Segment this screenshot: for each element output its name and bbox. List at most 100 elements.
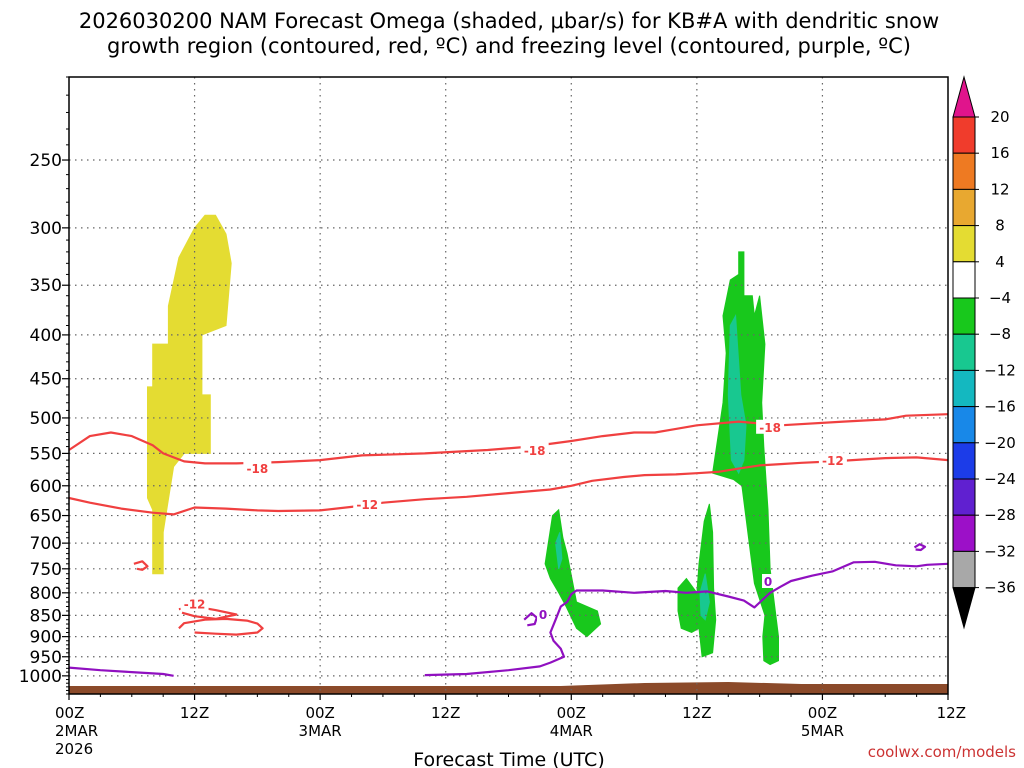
colorbar-bottom-triangle [952, 587, 976, 630]
colorbar-bin-2 [952, 152, 976, 190]
colorbar-bin-8 [952, 369, 976, 408]
y-tick-label-400: 400 [30, 326, 62, 346]
colorbar-label-12: −32 [984, 542, 1016, 560]
y-tick-label-550: 550 [30, 444, 62, 464]
colorbar: 20 16 12 8 4 −4 −8 −12 −16 −20 −24 −28 −32 −36 [952, 75, 1016, 630]
colorbar-label-5: −4 [989, 289, 1011, 307]
contour-label-0: -18 [247, 462, 269, 476]
y-tick-label-750: 750 [30, 560, 62, 580]
y-tick-label-450: 450 [30, 370, 62, 390]
colorbar-label-0: 20 [990, 108, 1009, 126]
colorbar-top-triangle [952, 75, 976, 118]
contour-label-2: -18 [759, 421, 781, 435]
contour-label-6: 0 [764, 575, 772, 589]
colorbar-bin-12 [952, 514, 976, 552]
y-tick-label-300: 300 [30, 219, 62, 239]
terrain-base [69, 686, 948, 694]
colorbar-bin-5 [952, 261, 976, 299]
omega-shading [147, 214, 779, 666]
contour-label-3: -12 [356, 498, 378, 512]
y-tick-label-950: 950 [30, 648, 62, 668]
contour-label-bg-0 [243, 460, 272, 475]
x-tick-label-5: 12Z [682, 704, 711, 722]
omega-region-3 [677, 503, 717, 658]
x-tick-year-0: 2026 [55, 740, 93, 758]
colorbar-bin-3 [952, 188, 976, 227]
contour-label-7: 0 [539, 608, 547, 622]
contour-label-bg-2 [756, 419, 785, 434]
omega-region-0 [147, 214, 232, 575]
x-tick-label-1: 12Z [180, 704, 209, 722]
credit-link[interactable]: coolwx.com/models [868, 743, 1016, 761]
x-tick-date-6: 5MAR [801, 722, 844, 740]
freezing-contour-2 [523, 612, 538, 627]
colorbar-label-4: 4 [995, 253, 1005, 271]
colorbar-label-2: 12 [990, 180, 1009, 198]
chart-title-line2: growth region (contoured, red, ºC) and f… [107, 34, 911, 58]
grid-lines [69, 77, 948, 694]
y-tick-label-900: 900 [30, 628, 62, 648]
colorbar-bin-7 [952, 333, 976, 371]
colorbar-bin-13 [952, 550, 976, 589]
contour-label-bg-3 [353, 496, 382, 511]
x-tick-label-6: 00Z [808, 704, 837, 722]
x-tick-label-4: 00Z [557, 704, 586, 722]
colorbar-label-9: −20 [984, 434, 1016, 452]
x-tick-date-4: 4MAR [550, 722, 593, 740]
x-tick-label-3: 12Z [431, 704, 460, 722]
y-tick-label-1000: 1000 [19, 667, 62, 687]
y-tick-label-800: 800 [30, 584, 62, 604]
colorbar-bin-6 [952, 297, 976, 335]
colorbar-label-13: −36 [984, 579, 1016, 597]
x-tick-date-2: 3MAR [299, 722, 342, 740]
x-tick-label-0: 00Z [55, 704, 84, 722]
colorbar-bin-10 [952, 442, 976, 480]
colorbar-bin-9 [952, 406, 976, 444]
terrain-bump [560, 682, 948, 686]
terrain-band [69, 682, 948, 694]
y-tick-label-650: 650 [30, 507, 62, 527]
colorbar-bin-1 [952, 116, 976, 154]
colorbar-label-10: −24 [984, 470, 1016, 488]
y-tick-label-850: 850 [30, 606, 62, 626]
x-axis-label: Forecast Time (UTC) [413, 749, 604, 768]
contour-label-4: -12 [822, 454, 844, 468]
contour-label-bg-4 [818, 453, 847, 468]
y-tick-label-250: 250 [30, 151, 62, 171]
contour-label-bg-7 [537, 607, 550, 622]
y-axis: 2503003504004505005506006507007508008509… [19, 76, 69, 695]
colorbar-label-7: −12 [984, 361, 1016, 379]
y-tick-label-500: 500 [30, 409, 62, 429]
freezing-contour-1 [424, 560, 949, 677]
contour-label-1: -18 [524, 444, 546, 458]
chart-title-line1: 2026030200 NAM Forecast Omega (shaded, μ… [79, 9, 939, 33]
x-tick-label-2: 00Z [305, 704, 334, 722]
y-tick-label-600: 600 [30, 477, 62, 497]
y-tick-label-700: 700 [30, 534, 62, 554]
contour-label-bg-5 [180, 596, 209, 611]
omega-region-2 [544, 508, 602, 638]
colorbar-label-11: −28 [984, 506, 1016, 524]
dendritic-contour-2 [178, 617, 264, 636]
x-tick-label-7: 12Z [937, 704, 966, 722]
colorbar-bin-4 [952, 225, 976, 263]
colorbar-label-3: 8 [995, 217, 1005, 235]
contour-label-bg-6 [762, 574, 775, 589]
contour-labels: -18 -18 -18 -12 -12 -12 0 0 [180, 419, 847, 622]
y-tick-label-350: 350 [30, 276, 62, 296]
omega-region-4 [727, 314, 747, 475]
colorbar-label-6: −8 [989, 325, 1011, 343]
omega-region-6 [555, 532, 563, 569]
dendritic-contour-3 [133, 560, 149, 571]
colorbar-label-8: −16 [984, 398, 1016, 416]
freezing-contour-3 [913, 543, 927, 552]
contour-label-5: -12 [184, 597, 206, 611]
colorbar-bin-11 [952, 478, 976, 516]
omega-region-5 [699, 573, 710, 621]
x-tick-date-0: 2MAR [55, 722, 98, 740]
dendritic-contour-1 [68, 456, 949, 516]
freezing-contour-0 [68, 666, 174, 677]
colorbar-label-1: 16 [990, 144, 1009, 162]
